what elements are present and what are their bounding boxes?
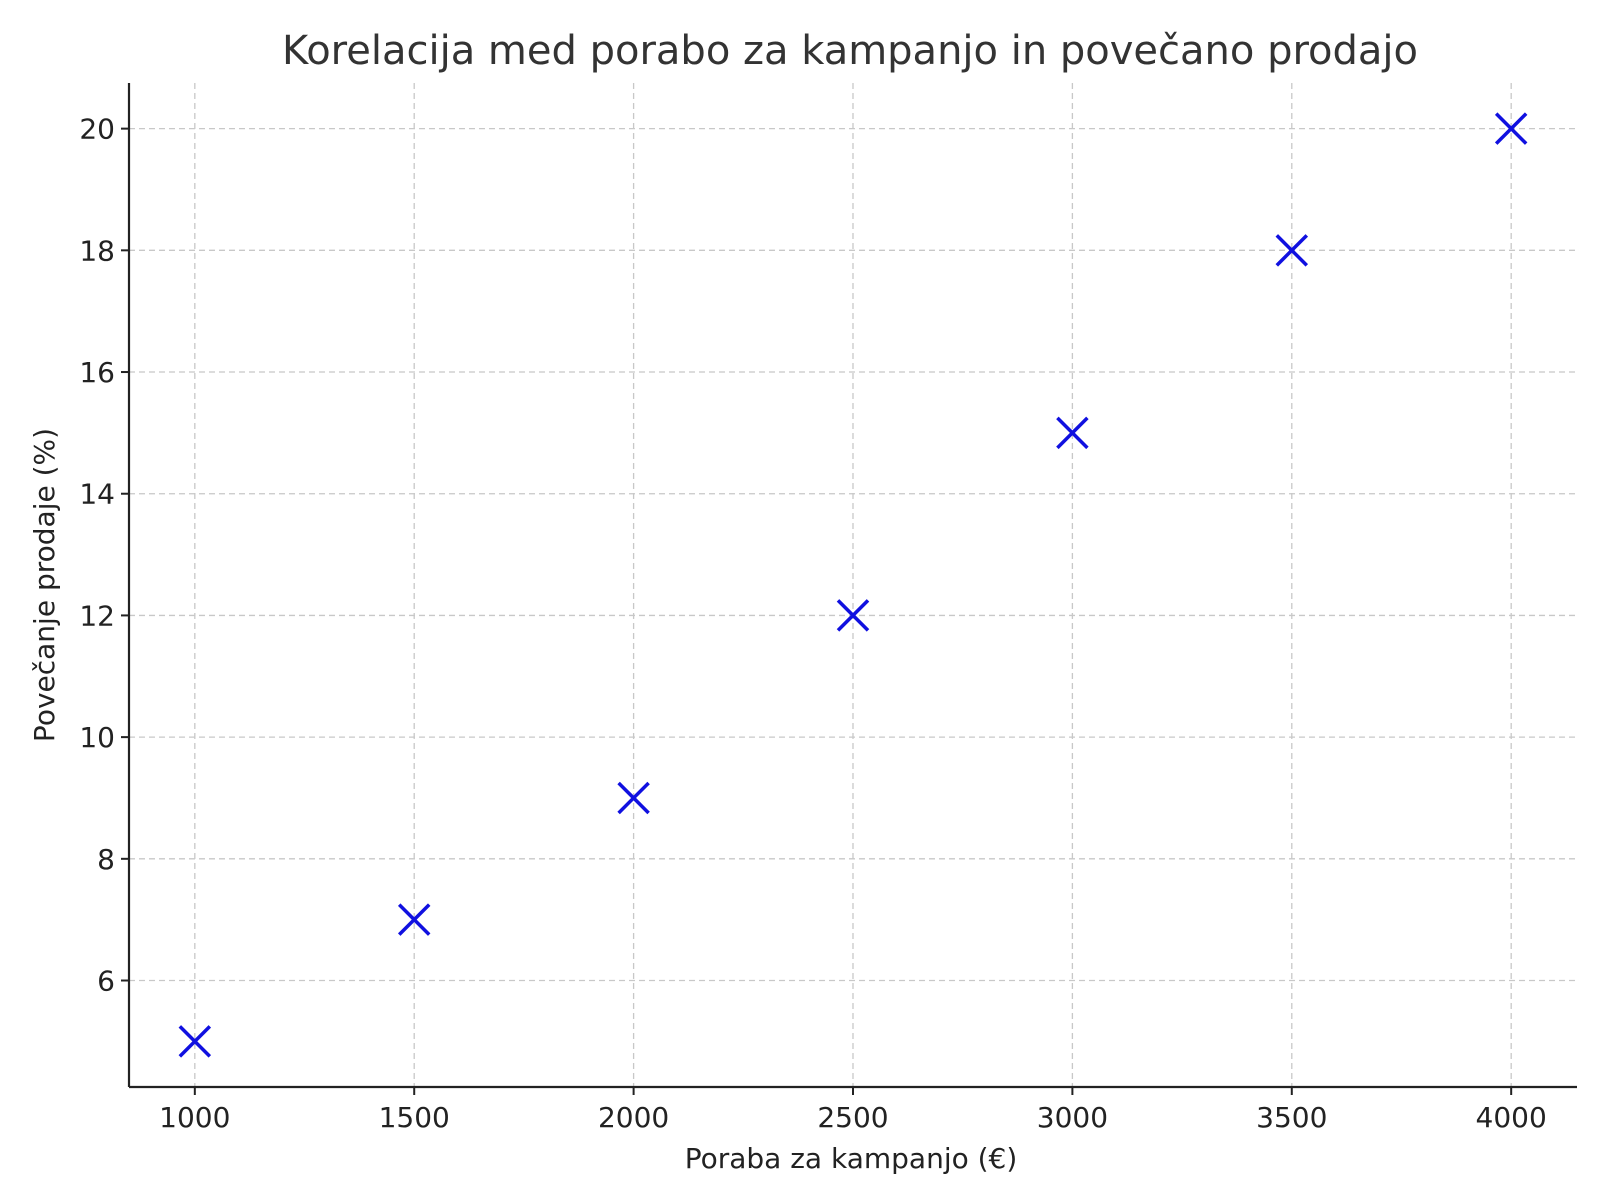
data-point-stroke	[617, 781, 650, 815]
x-tick-label: 1000	[159, 1101, 230, 1134]
x-axis-label: Poraba za kampanjo (€)	[685, 1142, 1018, 1175]
y-tick-label: 18	[79, 234, 115, 267]
x-tick-label: 1500	[379, 1101, 450, 1134]
x-tick-label: 2000	[598, 1101, 669, 1134]
data-point	[397, 903, 431, 936]
y-tick-label: 12	[79, 599, 115, 632]
x-tick-label: 4000	[1476, 1101, 1547, 1134]
axis-ticks: 1000 1500 2000 2500 3000 3500 4000 6 8 10 12 14 16 18…	[79, 113, 1546, 1134]
data-point	[178, 1025, 212, 1058]
y-tick-label: 8	[97, 843, 115, 876]
data-points	[178, 112, 1528, 1058]
data-point-stroke	[1275, 234, 1309, 267]
x-tick-label: 2500	[817, 1101, 888, 1134]
data-point-stroke	[1494, 112, 1528, 145]
data-point-stroke	[178, 1025, 212, 1058]
y-tick-label: 10	[79, 721, 115, 754]
y-tick-label: 14	[79, 478, 115, 511]
y-tick-label: 20	[79, 113, 115, 146]
grid	[129, 83, 1577, 1087]
data-point-stroke	[1056, 416, 1089, 450]
x-tick-label: 3000	[1037, 1101, 1108, 1134]
y-tick-label: 16	[79, 356, 115, 389]
data-point	[617, 781, 650, 815]
data-point	[836, 599, 870, 632]
y-axis-label: Povečanje prodaje (%)	[28, 428, 61, 742]
data-point	[1494, 112, 1528, 145]
y-tick-label: 6	[97, 965, 115, 998]
data-point	[1056, 416, 1089, 450]
data-point	[1275, 234, 1309, 267]
data-point-stroke	[836, 599, 870, 632]
x-tick-label: 3500	[1256, 1101, 1327, 1134]
data-point-stroke	[397, 903, 431, 936]
chart-title: Korelacija med porabo za kampanjo in pov…	[282, 28, 1418, 74]
